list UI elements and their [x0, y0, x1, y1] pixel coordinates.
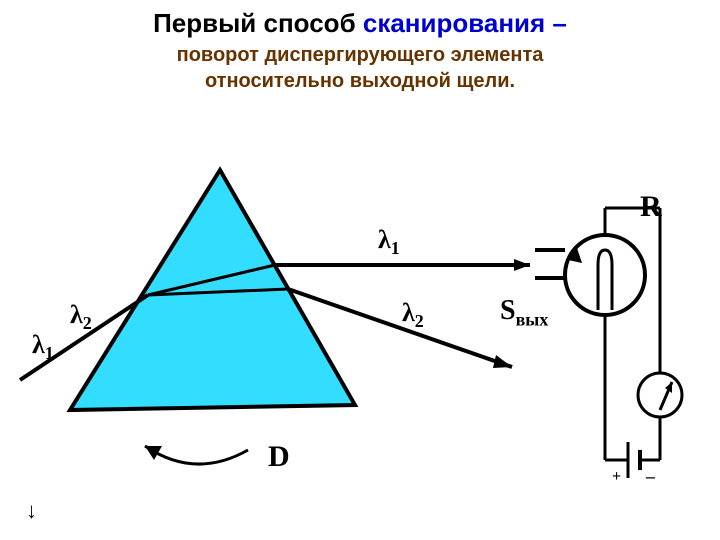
title-line2: поворот диспергирующего элемента — [0, 44, 720, 67]
detector-circle — [565, 235, 645, 315]
arrow-lambda2 — [493, 355, 512, 368]
title-line3: относительно выходной щели. — [0, 70, 720, 93]
detector-electrode — [598, 250, 612, 310]
label-lambda1: λ1 — [378, 225, 400, 259]
title-black: Первый способ — [153, 8, 363, 38]
label-Svyh: Sвых — [500, 295, 548, 331]
label-arrow-down: ↓ — [26, 498, 37, 524]
label-lambda1-left: λ1 — [32, 330, 54, 364]
label-minus: – — [646, 466, 655, 487]
title-blue: сканирования – — [363, 8, 567, 38]
prism — [70, 170, 355, 410]
optics-diagram — [0, 110, 720, 530]
label-plus: + — [612, 468, 621, 486]
title-line1: Первый способ сканирования – — [0, 8, 720, 39]
label-D: D — [268, 440, 290, 474]
arrow-lambda1 — [514, 259, 530, 271]
label-R: R — [640, 190, 662, 224]
label-lambda2-left: λ2 — [70, 300, 92, 334]
galvanometer — [638, 373, 682, 417]
label-lambda2: λ2 — [402, 298, 424, 332]
